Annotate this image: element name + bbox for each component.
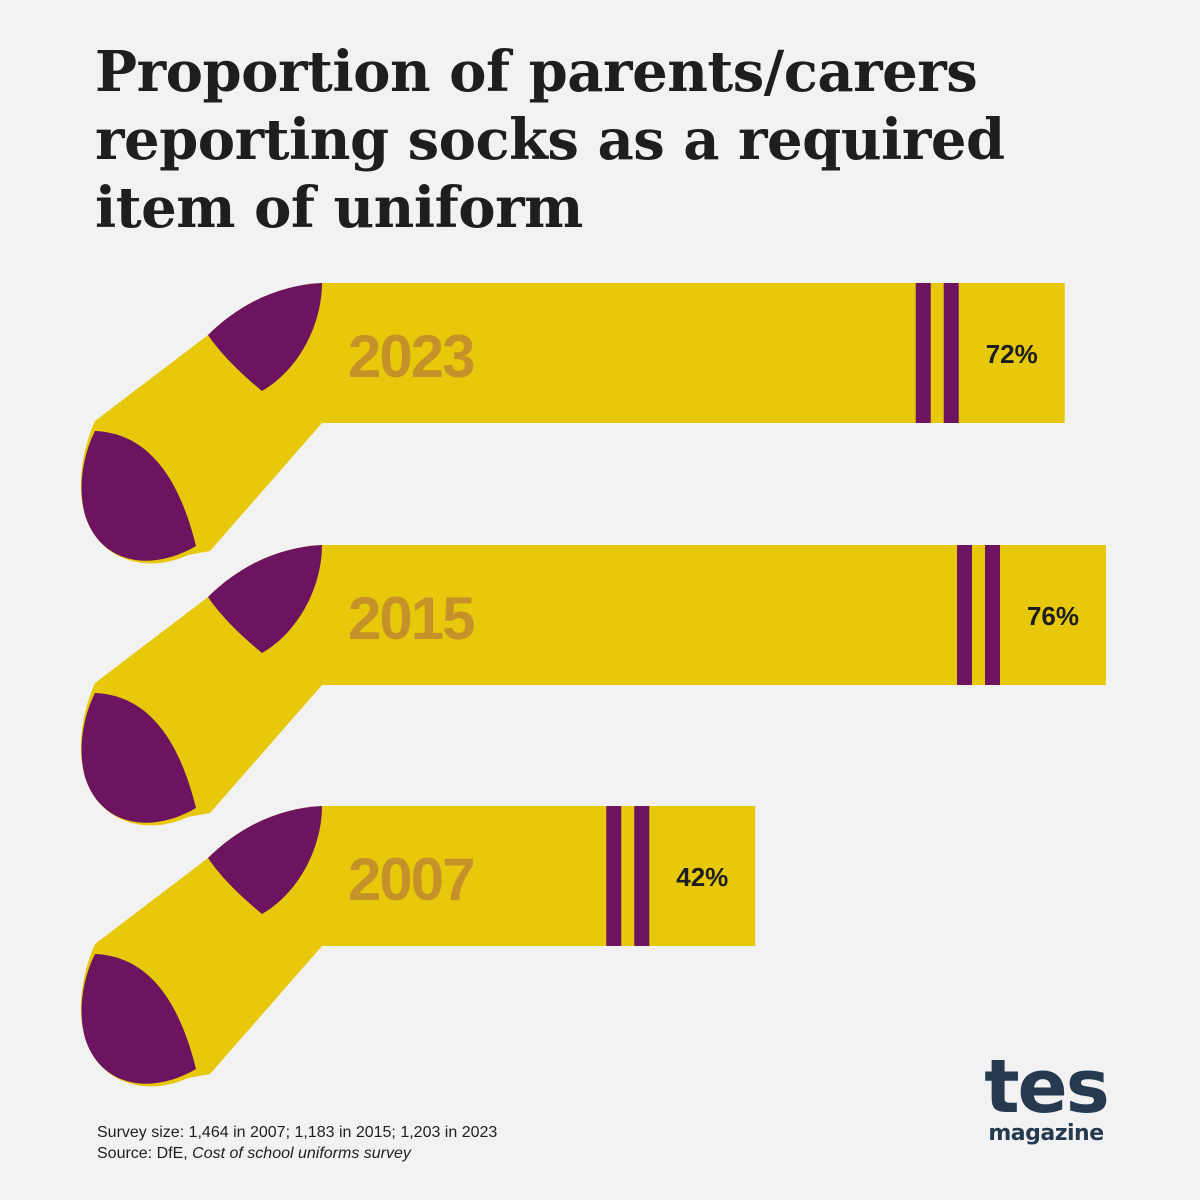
sock-2023-heel: [208, 283, 322, 391]
survey-size-note: Survey size: 1,464 in 2007; 1,183 in 201…: [97, 1124, 498, 1141]
sock-2015-year-label: 2015: [348, 585, 474, 652]
chart-title: Proportion of parents/carers reporting s…: [95, 39, 1005, 241]
logo-sub: magazine: [988, 1121, 1104, 1146]
sock-2015-body: [80, 545, 1106, 826]
sock-2007-stripe-2: [634, 806, 650, 946]
sock-2023-toe: [81, 431, 196, 561]
sock-2015-heel: [208, 545, 322, 653]
footnote: Survey size: 1,464 in 2007; 1,183 in 201…: [97, 1122, 497, 1164]
sock-2015-stripe-1: [957, 545, 972, 685]
sock-2023-stripe-1: [915, 283, 931, 423]
sock-2015-value-label: 76%: [1027, 601, 1079, 631]
sock-2007-heel: [208, 806, 322, 914]
sock-2023-value-label: 72%: [986, 339, 1038, 369]
sock-2007-stripe-1: [606, 806, 622, 946]
tes-magazine-logo: tes magazine: [980, 1044, 1112, 1146]
sock-2007-toe: [81, 954, 196, 1084]
source-note: Source: DfE, Cost of school uniforms sur…: [97, 1143, 497, 1164]
source-name: Cost of school uniforms survey: [192, 1145, 411, 1162]
sock-2023-body: [80, 283, 1065, 564]
logo-word: tes: [984, 1044, 1110, 1130]
sock-2023-stripe-2: [943, 283, 959, 423]
sock-2007-year-label: 2007: [348, 846, 473, 913]
sock-2015-stripe-2: [985, 545, 1000, 685]
sock-2015-toe: [81, 693, 196, 823]
sock-2007-value-label: 42%: [676, 862, 728, 892]
sock-2023-year-label: 2023: [348, 323, 474, 390]
source-prefix: Source: DfE,: [97, 1145, 193, 1162]
